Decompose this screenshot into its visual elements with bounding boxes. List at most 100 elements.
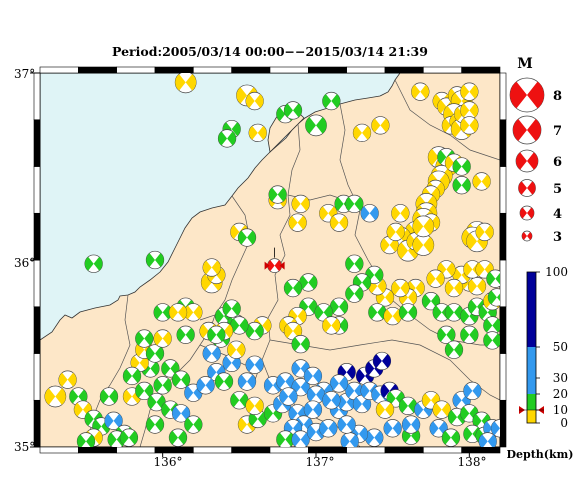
magnitude-legend-ball	[515, 149, 539, 173]
event-mechanism	[401, 415, 421, 434]
event-mechanism	[237, 228, 257, 247]
depth-colorbar-segment	[527, 347, 536, 394]
magnitude-legend-ball	[521, 230, 533, 242]
magnitude-legend-ball	[512, 115, 542, 145]
event-mechanism	[337, 415, 356, 434]
magnitude-legend-label: 6	[553, 155, 562, 170]
frame-segment	[33, 166, 41, 214]
event-mechanism	[452, 176, 471, 195]
event-mechanism	[352, 123, 372, 142]
event-mechanism	[329, 297, 349, 316]
event-mechanism	[305, 114, 327, 137]
magnitude-legend-ball	[519, 205, 535, 221]
event-mechanism	[486, 269, 500, 288]
event-mechanism	[478, 432, 497, 447]
event-mechanism	[84, 254, 103, 273]
frame-segment	[39, 446, 79, 454]
depth-colorbar-segment	[527, 410, 536, 423]
event-mechanism	[467, 277, 487, 296]
frame-segment	[499, 353, 507, 401]
magnitude-legend-label: 7	[553, 124, 562, 139]
main-event-arrow	[264, 261, 270, 270]
event-mechanism	[345, 194, 364, 214]
chart-title: Period:2005/03/14 00:00−−2015/03/14 21:3…	[112, 44, 428, 59]
event-mechanism	[432, 400, 451, 419]
event-mechanism	[214, 372, 234, 391]
event-mechanism	[245, 321, 264, 341]
magnitude-legend-title: M	[517, 56, 533, 72]
frame-segment	[116, 446, 156, 454]
depth-legend-title: Depth(km)	[507, 448, 574, 461]
event-mechanism	[460, 116, 479, 135]
event-mechanism	[104, 411, 123, 430]
frame-segment	[346, 446, 386, 454]
frame-segment	[499, 306, 507, 354]
event-mechanism	[444, 278, 464, 298]
event-mechanism	[276, 372, 295, 391]
event-mechanism	[426, 269, 445, 288]
event-mechanism	[365, 428, 384, 447]
event-mechanism	[460, 101, 479, 120]
magnitude-legend-ball	[509, 77, 545, 113]
event-mechanism	[441, 428, 461, 447]
event-mechanism	[490, 419, 500, 438]
event-mechanism	[444, 340, 464, 359]
event-mechanism	[375, 400, 395, 419]
event-mechanism	[372, 351, 392, 371]
event-mechanism	[44, 385, 67, 408]
event-mechanism	[472, 172, 491, 191]
frame-segment	[154, 66, 194, 74]
frame-segment	[423, 66, 462, 74]
magnitude-legend-label: 8	[553, 89, 562, 104]
frame-segment	[33, 306, 41, 354]
main-event-marker	[264, 247, 285, 273]
frame-segment	[499, 72, 507, 121]
depth-tick-label: 50	[553, 340, 568, 354]
map-frame	[30, 66, 507, 457]
frame-segment	[461, 446, 501, 454]
event-mechanism	[345, 284, 364, 303]
event-mechanism	[153, 303, 172, 322]
event-mechanism	[176, 325, 195, 344]
event-mechanism	[288, 213, 307, 232]
event-mechanism	[248, 123, 267, 142]
frame-segment	[384, 66, 424, 74]
event-mechanism	[171, 404, 191, 423]
event-mechanism	[340, 432, 359, 447]
event-mechanism	[483, 316, 500, 335]
frame-segment	[78, 446, 117, 454]
event-mechanism	[196, 376, 215, 395]
magnitude-legend-label: 3	[553, 230, 562, 245]
event-mechanism	[122, 366, 142, 386]
event-mechanism	[76, 432, 96, 447]
event-mechanism	[303, 400, 323, 419]
depth-colorbar-segment	[527, 272, 536, 347]
event-mechanism	[329, 374, 349, 393]
event-mechanism	[319, 419, 338, 438]
event-mechanism	[452, 157, 471, 176]
depth-tick-label: 20	[553, 387, 568, 401]
event-mechanism	[329, 213, 349, 232]
frame-segment	[499, 399, 507, 448]
event-mechanism	[171, 370, 191, 389]
frame-segment	[193, 66, 232, 74]
event-mechanism	[383, 419, 402, 438]
event-mechanism	[153, 329, 172, 348]
frame-segment	[33, 212, 41, 261]
event-mechanism	[319, 204, 338, 223]
event-mechanism	[119, 428, 139, 447]
event-mechanism	[268, 185, 287, 204]
frame-segment	[78, 66, 117, 74]
frame-segment	[499, 259, 507, 308]
event-mechanism	[283, 101, 303, 120]
event-mechanism	[368, 303, 387, 322]
event-mechanism	[58, 370, 77, 389]
frame-segment	[308, 446, 347, 454]
lon-label-137: 137°	[306, 455, 335, 469]
frame-segment	[423, 446, 462, 454]
event-mechanism	[184, 303, 203, 322]
event-mechanism	[352, 394, 372, 414]
lon-label-138: 138°	[458, 455, 487, 469]
event-mechanism	[184, 415, 203, 434]
